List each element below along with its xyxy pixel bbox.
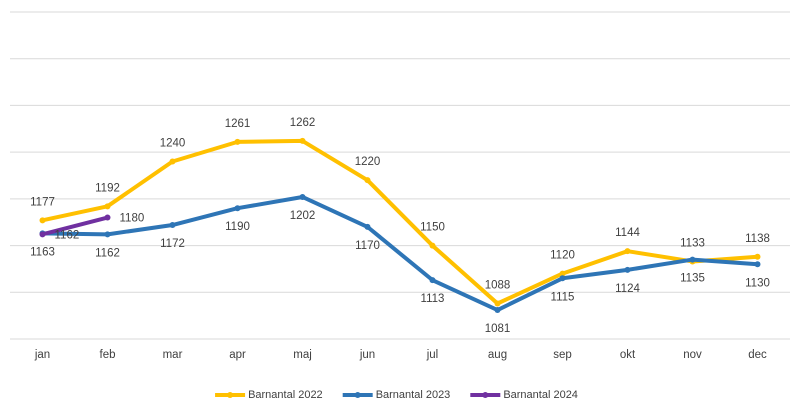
point bbox=[104, 214, 111, 221]
point bbox=[754, 253, 761, 260]
legend-label: Barnantal 2022 bbox=[248, 389, 323, 401]
x-tick-label: dec bbox=[748, 349, 767, 361]
point bbox=[169, 222, 176, 229]
data-label: 1138 bbox=[745, 233, 770, 245]
data-label: 1150 bbox=[420, 222, 445, 234]
data-label: 1192 bbox=[95, 182, 120, 194]
data-label: 1163 bbox=[30, 246, 55, 258]
point bbox=[689, 256, 696, 263]
point bbox=[104, 203, 111, 210]
data-label: 1115 bbox=[551, 291, 575, 303]
x-tick-label: okt bbox=[620, 349, 636, 361]
data-label: 1133 bbox=[680, 237, 705, 249]
data-label: 1240 bbox=[160, 138, 186, 150]
point bbox=[39, 217, 46, 224]
legend-marker bbox=[354, 392, 361, 398]
x-tick-label: feb bbox=[100, 349, 116, 361]
x-tick-label: jul bbox=[426, 349, 439, 361]
series-line bbox=[42, 138, 758, 306]
data-label: 1124 bbox=[615, 283, 640, 295]
point bbox=[234, 138, 241, 145]
data-label: 1261 bbox=[225, 118, 251, 130]
data-label: 1120 bbox=[550, 250, 575, 262]
point bbox=[494, 300, 501, 307]
data-label: 1170 bbox=[355, 240, 380, 252]
x-tick-label: jun bbox=[359, 349, 375, 361]
point bbox=[299, 193, 306, 200]
x-tick-label: aug bbox=[488, 349, 507, 361]
data-label: 1162 bbox=[55, 229, 80, 241]
data-label: 1113 bbox=[421, 293, 445, 305]
series-line bbox=[42, 194, 758, 313]
legend-marker bbox=[227, 392, 234, 398]
point bbox=[754, 261, 761, 268]
data-label: 1135 bbox=[680, 273, 705, 285]
point bbox=[169, 158, 176, 165]
series-line bbox=[41, 215, 109, 237]
point bbox=[624, 248, 631, 255]
x-tick-label: maj bbox=[293, 349, 312, 361]
point bbox=[299, 137, 306, 144]
point bbox=[559, 270, 566, 277]
data-label: 1172 bbox=[160, 238, 185, 250]
data-label: 1081 bbox=[485, 323, 511, 335]
data-label: 1088 bbox=[485, 280, 511, 292]
point bbox=[429, 277, 436, 284]
data-label: 1144 bbox=[615, 227, 640, 239]
point bbox=[364, 223, 371, 230]
point bbox=[559, 275, 566, 282]
point bbox=[104, 231, 111, 238]
point bbox=[494, 307, 501, 314]
point bbox=[624, 266, 631, 273]
x-tick-label: nov bbox=[683, 349, 702, 361]
point bbox=[39, 231, 46, 238]
point bbox=[429, 242, 436, 249]
data-label: 1177 bbox=[30, 196, 55, 208]
x-tick-label: apr bbox=[229, 349, 246, 361]
data-label: 1162 bbox=[95, 247, 120, 259]
data-label: 1262 bbox=[290, 117, 316, 129]
legend-marker bbox=[482, 392, 489, 398]
legend-label: Barnantal 2023 bbox=[376, 389, 451, 401]
data-label: 1190 bbox=[225, 221, 250, 233]
data-label: 1130 bbox=[745, 277, 770, 289]
point bbox=[234, 205, 241, 212]
legend-label: Barnantal 2024 bbox=[503, 389, 578, 401]
x-tick-label: jan bbox=[34, 349, 50, 361]
x-tick-label: mar bbox=[163, 349, 183, 361]
data-label: 1220 bbox=[355, 156, 381, 168]
data-label: 1180 bbox=[120, 213, 145, 225]
x-tick-label: sep bbox=[553, 349, 572, 361]
data-label: 1202 bbox=[290, 210, 316, 222]
point bbox=[364, 177, 371, 184]
